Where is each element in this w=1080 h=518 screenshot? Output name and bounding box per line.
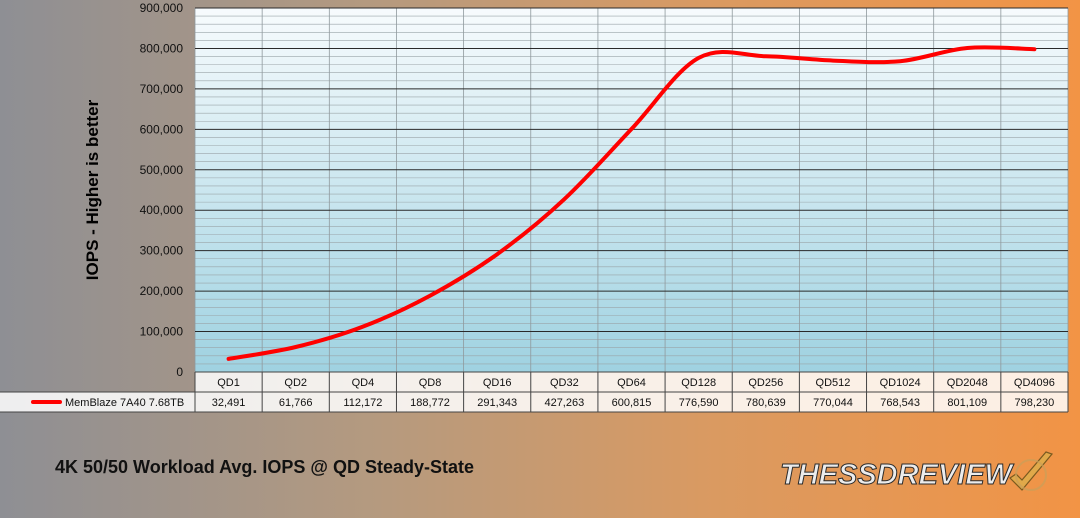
x-tick-label: QD16 (483, 377, 512, 389)
y-tick-label: 500,000 (140, 163, 184, 177)
data-label: 32,491 (212, 397, 246, 409)
x-tick-label: QD64 (617, 377, 646, 389)
data-label: 291,343 (477, 397, 517, 409)
x-tick-label: QD1 (217, 377, 240, 389)
table-value-row-bg (0, 392, 1068, 412)
y-tick-label: 100,000 (140, 325, 184, 339)
data-label: 61,766 (279, 397, 313, 409)
x-tick-label: QD1024 (880, 377, 921, 389)
legend-label: MemBlaze 7A40 7.68TB (65, 397, 184, 409)
x-tick-label: QD4 (352, 377, 375, 389)
y-tick-label: 400,000 (140, 203, 184, 217)
x-tick-label: QD32 (550, 377, 579, 389)
data-table: QD1 QD2 QD4 QD8 QD16 QD32 QD64 QD128 QD256 QD512 Q… (0, 371, 1069, 413)
data-label: 801,109 (947, 397, 987, 409)
x-tick-label: QD8 (419, 377, 442, 389)
x-tick-label: QD2 (284, 377, 307, 389)
data-label: 770,044 (813, 397, 853, 409)
data-label: 188,772 (410, 397, 450, 409)
y-tick-label: 300,000 (140, 244, 184, 258)
x-tick-label: QD512 (816, 377, 851, 389)
x-tick-label: QD4096 (1014, 377, 1055, 389)
data-label: 780,639 (746, 397, 786, 409)
x-tick-label: QD256 (748, 377, 783, 389)
y-tick-label: 0 (176, 365, 183, 379)
y-axis-label: IOPS - Higher is better (83, 99, 102, 280)
site-logo: THESSDREVIEW (778, 448, 1058, 503)
data-label: 600,815 (612, 397, 652, 409)
x-tick-label: QD2048 (947, 377, 988, 389)
logo-wordmark: THESSDREVIEW (780, 459, 1015, 491)
table-header-row-bg (195, 372, 1068, 392)
data-label: 427,263 (544, 397, 584, 409)
y-axis-ticks: 0 100,000 200,000 300,000 400,000 500,000 600,… (140, 1, 184, 379)
x-tick-label: QD128 (681, 377, 716, 389)
data-label: 112,172 (343, 397, 382, 409)
y-tick-label: 900,000 (140, 1, 184, 15)
y-tick-label: 800,000 (140, 41, 184, 55)
minor-gridlines (194, 8, 1069, 372)
series-line-memblaze (226, 45, 1037, 361)
y-tick-label: 600,000 (140, 122, 184, 136)
y-tick-label: 700,000 (140, 82, 184, 96)
y-tick-label: 200,000 (140, 284, 184, 298)
plot-area (195, 8, 1068, 372)
chart-title: 4K 50/50 Workload Avg. IOPS @ QD Steady-… (55, 457, 475, 477)
data-label: 768,543 (880, 397, 920, 409)
data-label: 776,590 (679, 397, 719, 409)
data-label: 798,230 (1015, 397, 1055, 409)
